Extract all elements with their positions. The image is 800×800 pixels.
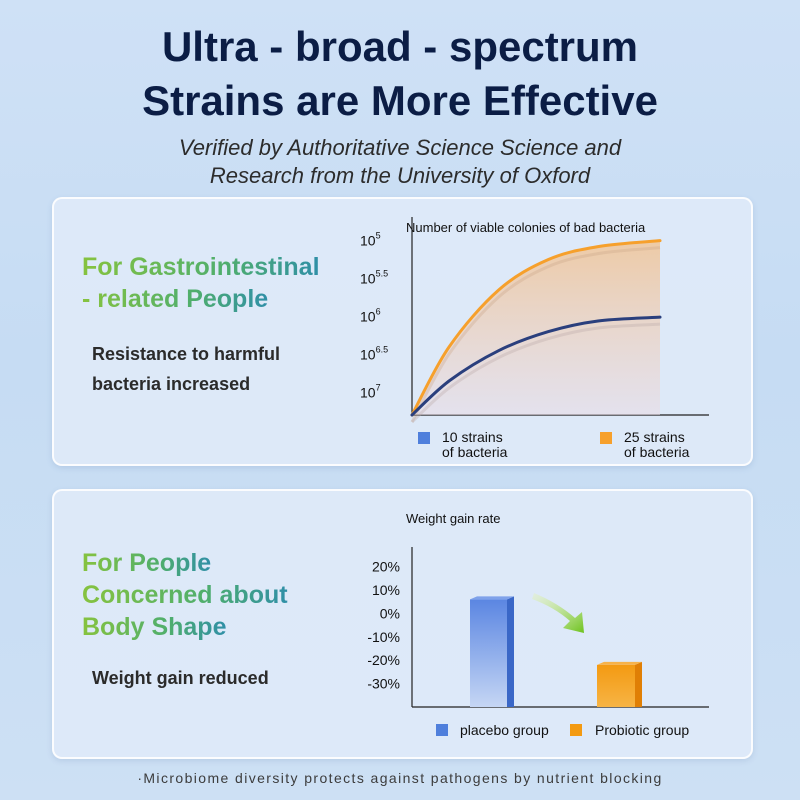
bacteria-line-chart: 105 105.5 106 106.5 107 <box>360 217 709 424</box>
decrease-arrow-icon <box>532 593 584 633</box>
legend-10-line1: 10 strains <box>442 429 503 445</box>
page-title-line2: Strains are More Effective <box>142 77 658 124</box>
card1-desc-line2: bacteria increased <box>92 374 251 394</box>
chart2-y-tick-label: -20% <box>367 652 400 668</box>
legend-25-line1: 25 strains <box>624 429 685 445</box>
chart1-y-tick-label: 105.5 <box>360 269 388 287</box>
card-body-shape: For People Concerned about Body Shape We… <box>52 489 753 759</box>
legend-label-placebo: placebo group <box>460 722 549 738</box>
bar-probiotic-group <box>597 661 642 707</box>
chart2-y-tick-label: -30% <box>367 676 400 692</box>
footer-note: ·Microbiome diversity protects against p… <box>137 770 663 786</box>
chart1-title: Number of viable colonies of bad bacteri… <box>406 220 646 235</box>
chart1-y-tick-label: 105 <box>360 231 381 249</box>
chart1-y-tick-label: 107 <box>360 382 381 400</box>
page-title-line1: Ultra - broad - spectrum <box>161 23 639 70</box>
legend-swatch-probiotic <box>570 724 582 736</box>
chart1-shadow-25 <box>410 246 661 423</box>
subtitle-line2: Research from the University of Oxford <box>209 163 591 188</box>
chart2-title: Weight gain rate <box>406 511 501 526</box>
legend-25-line2: of bacteria <box>624 444 690 460</box>
weight-gain-bar-chart: 20% 10% 0% -10% -20% -30% <box>367 547 709 708</box>
card2-heading-line3: Body Shape <box>82 613 227 641</box>
chart1-shaded-area <box>412 240 660 415</box>
chart1-y-tick-label: 106.5 <box>360 344 388 362</box>
series-line-10-strains <box>410 315 662 417</box>
card1-heading-line2: - related People <box>82 285 269 313</box>
chart2-y-tick-label: 0% <box>380 605 400 621</box>
legend-10-line2: of bacteria <box>442 444 508 460</box>
legend-label-probiotic: Probiotic group <box>595 722 690 738</box>
card2-heading-line2: Concerned about <box>82 581 288 609</box>
card1-desc-line1: Resistance to harmful <box>92 344 281 364</box>
chart2-y-tick-label: -10% <box>367 629 400 645</box>
legend-swatch-10-strains <box>418 432 430 444</box>
legend-swatch-placebo <box>436 724 448 736</box>
series-line-25-strains <box>410 239 662 417</box>
subtitle-line1: Verified by Authoritative Science Scienc… <box>178 135 622 160</box>
card2-heading-line1: For People <box>82 549 212 577</box>
chart1-shadow-10 <box>410 322 661 424</box>
chart2-y-tick-label: 10% <box>372 582 400 598</box>
chart2-y-tick-label: 20% <box>372 559 400 575</box>
legend-label-25-strains: 25 strains of bacteria <box>624 430 689 460</box>
legend-label-10-strains: 10 strains of bacteria <box>442 430 507 460</box>
legend-swatch-25-strains <box>600 432 612 444</box>
card2-desc: Weight gain reduced <box>92 668 269 688</box>
chart1-y-tick-label: 106 <box>360 306 381 324</box>
card1-heading-line1: For Gastrointestinal <box>82 253 320 281</box>
bar-placebo-group <box>470 596 514 707</box>
card-gastrointestinal: For Gastrointestinal - related People Re… <box>52 197 753 466</box>
